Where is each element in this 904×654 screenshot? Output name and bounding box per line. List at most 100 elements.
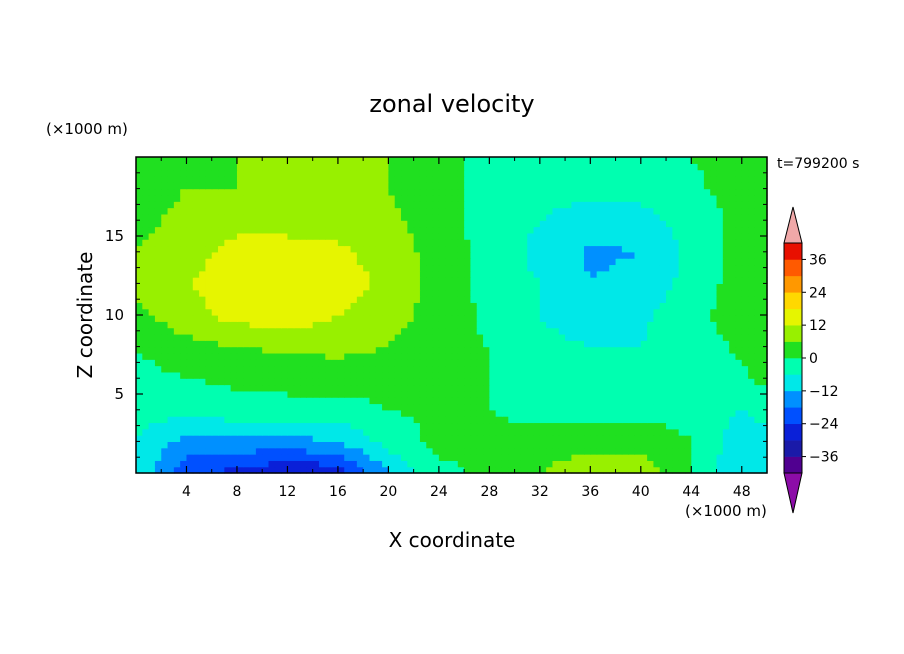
contour-cell <box>350 371 358 379</box>
contour-cell <box>691 169 699 177</box>
contour-cell <box>161 315 169 322</box>
contour-cell <box>666 340 673 348</box>
contour-cell <box>552 232 560 240</box>
contour-cell <box>274 454 282 461</box>
contour-cell <box>161 466 169 474</box>
contour-cell <box>552 315 560 322</box>
contour-cell <box>344 378 352 386</box>
contour-cell <box>628 403 636 411</box>
contour-cell <box>634 296 642 303</box>
contour-cell <box>628 315 636 322</box>
contour-cell <box>375 163 383 171</box>
contour-cell <box>249 175 257 183</box>
contour-cell <box>596 447 604 455</box>
contour-cell <box>451 289 459 297</box>
contour-cell <box>691 384 699 392</box>
contour-cell <box>382 302 389 310</box>
contour-cell <box>609 327 617 335</box>
contour-cell <box>672 213 680 221</box>
contour-cell <box>684 454 692 461</box>
contour-cell <box>268 365 276 373</box>
contour-cell <box>350 302 358 310</box>
contour-cell <box>413 416 421 424</box>
contour-cell <box>647 270 655 278</box>
contour-cell <box>596 460 604 468</box>
contour-cell <box>565 296 572 303</box>
contour-cell <box>394 283 402 291</box>
contour-cell <box>565 416 572 424</box>
contour-cell <box>243 251 251 259</box>
contour-cell <box>199 163 207 171</box>
contour-cell <box>262 220 270 228</box>
contour-cell <box>287 346 295 354</box>
contour-cell <box>716 239 724 247</box>
contour-cell <box>722 308 730 316</box>
contour-cell <box>451 359 459 367</box>
contour-cell <box>413 175 421 183</box>
contour-cell <box>697 226 705 234</box>
contour-cell <box>621 296 629 303</box>
contour-cell <box>527 169 535 177</box>
contour-cell <box>211 245 219 253</box>
contour-cell <box>457 416 465 424</box>
contour-cell <box>331 447 339 455</box>
contour-cell <box>634 359 642 367</box>
contour-cell <box>407 264 415 272</box>
contour-cell <box>312 333 320 341</box>
contour-cell <box>659 371 667 379</box>
contour-cell <box>369 308 377 316</box>
contour-cell <box>173 169 181 177</box>
contour-cell <box>142 245 150 253</box>
contour-cell <box>154 220 162 228</box>
contour-cell <box>558 220 566 228</box>
contour-cell <box>331 226 339 234</box>
contour-cell <box>602 201 610 209</box>
contour-cell <box>710 390 718 398</box>
contour-cell <box>154 321 162 329</box>
contour-cell <box>401 251 408 259</box>
contour-cell <box>584 245 591 253</box>
contour-cell <box>382 352 389 360</box>
contour-cell <box>230 315 238 322</box>
contour-cell <box>142 365 150 373</box>
contour-cell <box>388 403 396 411</box>
contour-cell <box>716 416 724 424</box>
contour-cell <box>666 258 673 266</box>
contour-cell <box>306 352 314 360</box>
contour-cell <box>262 188 270 196</box>
contour-cell <box>281 296 289 303</box>
contour-cell <box>565 207 572 215</box>
contour-cell <box>438 175 446 183</box>
contour-cell <box>539 390 547 398</box>
contour-cell <box>647 245 655 253</box>
contour-cell <box>154 422 162 430</box>
contour-cell <box>722 194 730 202</box>
contour-cell <box>760 175 768 183</box>
contour-cell <box>167 182 175 190</box>
contour-cell <box>584 466 591 474</box>
contour-cell <box>356 447 364 455</box>
contour-cell <box>173 283 181 291</box>
contour-cell <box>401 182 408 190</box>
contour-cell <box>520 213 528 221</box>
contour-cell <box>205 270 213 278</box>
contour-cell <box>293 321 301 329</box>
contour-cell <box>293 239 301 247</box>
contour-cell <box>489 270 497 278</box>
contour-cell <box>218 333 225 341</box>
contour-cell <box>300 239 307 247</box>
contour-cell <box>684 220 692 228</box>
contour-cell <box>552 397 560 405</box>
contour-cell <box>413 182 421 190</box>
contour-cell <box>161 194 169 202</box>
contour-cell <box>388 163 396 171</box>
contour-cell <box>249 251 257 259</box>
contour-cell <box>211 308 219 316</box>
contour-cell <box>754 315 762 322</box>
contour-cell <box>640 226 648 234</box>
contour-cell <box>659 416 667 424</box>
contour-cell <box>741 270 749 278</box>
contour-cell <box>388 359 396 367</box>
contour-cell <box>426 182 434 190</box>
contour-cell <box>621 403 629 411</box>
